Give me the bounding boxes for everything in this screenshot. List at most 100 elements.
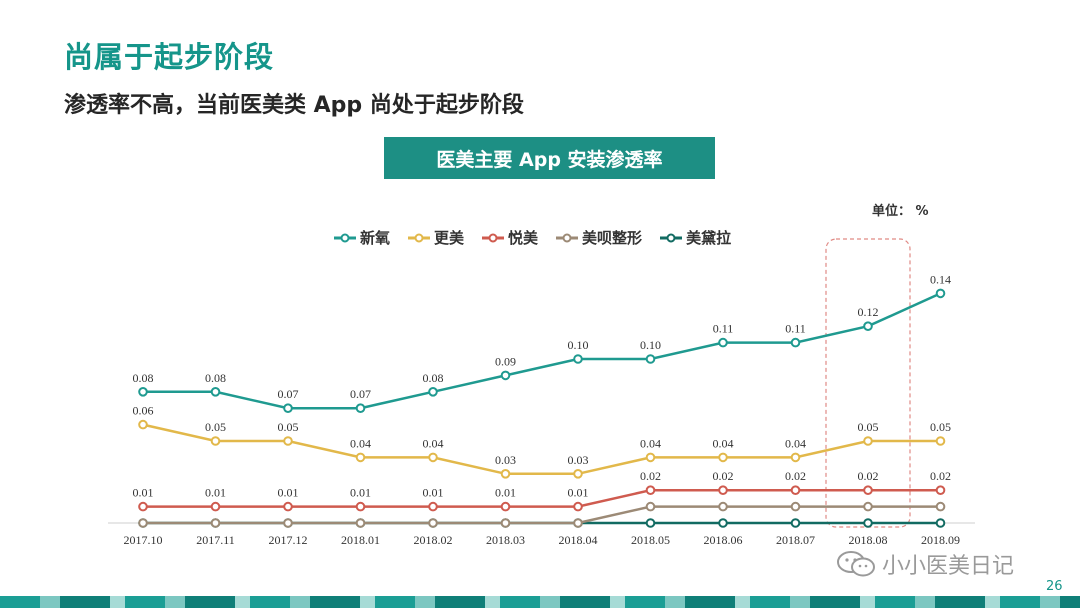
- series-line: [143, 488, 941, 508]
- series-line: [142, 423, 941, 476]
- x-tick-label: 2017.12: [269, 533, 308, 547]
- data-point: [935, 485, 946, 496]
- series-line: [143, 292, 942, 410]
- x-tick-label: 2018.07: [776, 533, 815, 547]
- x-tick-label: 2018.04: [559, 533, 598, 547]
- data-point: [718, 518, 728, 528]
- chart-legend: 新氧 更美 悦美 美呗整形 美黛拉: [334, 227, 731, 248]
- data-point: [645, 354, 656, 364]
- data-point: [718, 485, 728, 496]
- data-point: [645, 501, 656, 512]
- legend-marker-icon: [482, 233, 505, 242]
- data-label: 0.02: [785, 469, 806, 483]
- data-point: [790, 518, 801, 528]
- data-point: [645, 518, 656, 528]
- data-point: [500, 501, 511, 512]
- legend-item: 新氧: [334, 227, 390, 248]
- page-number: 26: [1046, 579, 1063, 594]
- legend-marker-icon: [556, 233, 579, 242]
- data-point: [500, 518, 511, 528]
- data-point: [210, 518, 221, 528]
- data-label: 0.12: [858, 305, 879, 319]
- legend-marker-icon: [408, 233, 431, 242]
- data-point: [138, 419, 148, 430]
- legend-item: 更美: [408, 227, 464, 248]
- x-tick-label: 2018.09: [921, 533, 960, 547]
- x-tick-label: 2017.11: [196, 533, 235, 547]
- data-label: 0.05: [278, 420, 299, 434]
- legend-item: 美呗整形: [556, 227, 642, 248]
- data-label: 0.09: [495, 354, 516, 368]
- data-label: 0.11: [713, 322, 734, 336]
- data-point: [718, 501, 728, 512]
- watermark-text: 小小医美日记: [882, 554, 1015, 579]
- data-label: 0.01: [495, 486, 516, 500]
- data-point: [500, 469, 511, 479]
- slide-subtitle: 渗透率不高，当前医美类 App 尚处于起步阶段: [64, 93, 524, 118]
- data-point: [428, 387, 438, 397]
- data-point: [283, 518, 293, 528]
- data-point: [283, 501, 293, 512]
- data-point: [355, 452, 366, 463]
- data-point: [138, 518, 148, 528]
- data-label: 0.02: [930, 469, 951, 483]
- data-point: [718, 452, 728, 463]
- data-label: 0.01: [568, 486, 589, 500]
- data-label: 0.02: [713, 469, 734, 483]
- data-point: [283, 436, 293, 446]
- data-point: [355, 403, 366, 414]
- x-tick-label: 2018.03: [486, 533, 525, 547]
- data-label: 0.01: [133, 486, 154, 500]
- data-label: 0.08: [423, 371, 444, 385]
- data-label: 0.04: [350, 436, 371, 450]
- legend-label: 更美: [434, 229, 465, 247]
- data-point: [863, 518, 873, 528]
- watermark: 小小医美日记: [836, 548, 1014, 580]
- data-point: [500, 370, 511, 381]
- data-point: [935, 436, 946, 446]
- data-label: 0.01: [423, 486, 444, 500]
- x-tick-label: 2017.10: [124, 533, 163, 547]
- footer-bar: [0, 596, 1080, 608]
- data-point: [935, 288, 946, 299]
- data-label: 0.07: [278, 387, 299, 401]
- x-tick-label: 2018.02: [414, 533, 453, 547]
- data-label: 0.03: [495, 453, 516, 467]
- data-point: [573, 501, 583, 512]
- data-label: 0.05: [205, 420, 226, 434]
- data-label: 0.14: [930, 272, 951, 286]
- data-label: 0.04: [640, 436, 661, 450]
- data-point: [573, 354, 583, 364]
- x-tick-label: 2018.08: [849, 533, 888, 547]
- data-point: [645, 485, 656, 496]
- data-label: 0.05: [858, 420, 879, 434]
- data-point: [138, 387, 148, 397]
- slide-title: 尚属于起步阶段: [64, 40, 275, 74]
- data-point: [573, 518, 583, 528]
- data-label: 0.11: [785, 322, 806, 336]
- data-point: [935, 518, 946, 528]
- x-tick-label: 2018.06: [704, 533, 743, 547]
- data-label: 0.08: [205, 371, 226, 385]
- data-point: [790, 452, 801, 463]
- legend-label: 新氧: [360, 229, 391, 247]
- legend-label: 美黛拉: [686, 229, 732, 247]
- x-tick-label: 2018.01: [341, 533, 380, 547]
- highlight-box: [825, 238, 911, 528]
- data-label: 0.05: [930, 420, 951, 434]
- data-point: [283, 403, 293, 414]
- data-point: [790, 337, 801, 348]
- data-point: [428, 518, 438, 528]
- data-point: [718, 337, 728, 348]
- legend-marker-icon: [334, 233, 356, 242]
- data-label: 0.01: [205, 486, 226, 500]
- data-label: 0.03: [568, 453, 589, 467]
- wechat-icon: [837, 551, 875, 577]
- data-label: 0.10: [568, 338, 589, 352]
- data-point: [863, 321, 873, 332]
- data-point: [863, 485, 873, 496]
- data-point: [210, 436, 221, 446]
- data-point: [935, 501, 946, 512]
- data-point: [790, 501, 801, 512]
